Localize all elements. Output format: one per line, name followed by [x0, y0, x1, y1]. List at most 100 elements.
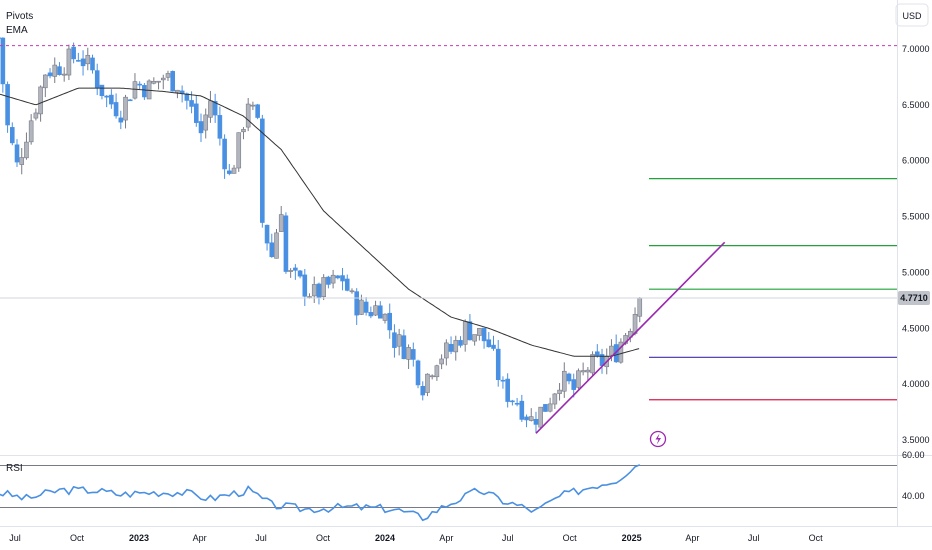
time-tick-label: Oct: [70, 533, 85, 543]
candle: [297, 269, 303, 279]
candle: [170, 70, 175, 92]
candle: [57, 62, 62, 76]
ascending-trendline[interactable]: [535, 241, 726, 434]
candle: [538, 406, 543, 430]
candle: [66, 44, 72, 81]
candle: [387, 303, 393, 339]
time-tick-label: 2025: [622, 533, 642, 543]
candle: [406, 344, 411, 369]
candle: [260, 114, 265, 228]
candle: [401, 329, 407, 360]
candle: [576, 368, 581, 390]
candle: [377, 301, 383, 319]
rsi-line: [0, 464, 641, 522]
candle: [524, 414, 529, 428]
price-tick-label: 6.5000: [902, 100, 930, 110]
candle: [434, 364, 440, 381]
candle: [90, 54, 95, 74]
rsi-label[interactable]: RSI: [6, 463, 23, 474]
candle: [373, 300, 378, 317]
candle: [566, 372, 572, 385]
candle: [302, 268, 308, 307]
candle: [472, 334, 477, 346]
candle: [585, 367, 591, 382]
candle: [85, 47, 91, 71]
candle: [151, 77, 157, 85]
candle: [528, 408, 534, 422]
candle: [156, 80, 161, 90]
time-tick-label: Apr: [193, 533, 207, 543]
candle: [288, 268, 293, 278]
price-tick-label: 3.5000: [902, 435, 930, 445]
candle: [9, 122, 15, 146]
price-axis[interactable]: 7.0000 6.5000 6.0000 5.5000 5.0000 4.5000 4.00…: [902, 44, 930, 445]
candle: [392, 324, 397, 358]
time-tick-label: Oct: [316, 533, 331, 543]
lightning-icon[interactable]: [649, 430, 667, 448]
candle: [481, 327, 487, 349]
candle: [326, 275, 331, 289]
time-tick-label: 2024: [375, 533, 395, 543]
time-tick-label: Oct: [563, 533, 578, 543]
candle: [5, 81, 10, 133]
price-pane[interactable]: [0, 0, 897, 460]
candle: [467, 314, 473, 341]
candle: [52, 57, 58, 84]
price-tick-label: 4.0000: [902, 379, 930, 389]
candle: [241, 127, 246, 140]
price-tick-label: 5.5000: [902, 212, 930, 222]
candle: [193, 94, 199, 127]
price-tick-label: 7.0000: [902, 44, 930, 54]
time-tick-label: Jul: [748, 533, 760, 543]
candle: [486, 332, 492, 348]
candle: [255, 103, 260, 120]
currency-button[interactable]: [895, 3, 929, 27]
candle: [618, 338, 624, 364]
candle: [311, 276, 317, 304]
candlestick-series: [0, 37, 643, 434]
candle: [420, 381, 426, 401]
candle: [222, 134, 227, 179]
candle: [184, 92, 190, 110]
time-axis[interactable]: Jul Oct 2023 Apr Jul Oct 2024 Apr Jul Oct 2025 Apr J…: [9, 533, 823, 543]
candle: [382, 313, 388, 324]
candle: [547, 397, 553, 413]
candle: [335, 274, 341, 280]
time-tick-label: Jul: [502, 533, 514, 543]
candle: [557, 383, 562, 401]
candle: [137, 81, 142, 90]
candle: [552, 392, 558, 410]
candle: [278, 206, 284, 232]
current-price-tag: [898, 291, 930, 306]
candle: [245, 98, 251, 132]
candle: [104, 95, 109, 108]
candle: [415, 359, 421, 389]
candle: [165, 70, 171, 81]
candle: [264, 224, 270, 251]
price-tick-label: 6.0000: [902, 156, 930, 166]
candle: [411, 342, 416, 367]
time-tick-label: Oct: [809, 533, 824, 543]
price-tick-label: 5.0000: [902, 267, 930, 277]
time-tick-label: Jul: [255, 533, 267, 543]
candle: [458, 336, 463, 348]
candle: [146, 79, 152, 100]
pivots-indicator-label[interactable]: Pivots: [6, 11, 33, 22]
candle: [160, 74, 166, 90]
time-tick-label: Apr: [439, 533, 453, 543]
candle: [595, 344, 600, 358]
candle: [198, 113, 204, 143]
candle: [453, 335, 459, 361]
candle: [363, 297, 369, 316]
candle: [349, 288, 355, 294]
ema-series: [0, 87, 640, 357]
candle: [250, 101, 256, 111]
candle: [510, 399, 515, 406]
ema-indicator-label[interactable]: EMA: [6, 25, 28, 36]
candle: [127, 98, 133, 102]
candle: [571, 373, 577, 398]
candle: [14, 139, 20, 167]
candle: [47, 68, 53, 79]
candle: [340, 267, 345, 291]
